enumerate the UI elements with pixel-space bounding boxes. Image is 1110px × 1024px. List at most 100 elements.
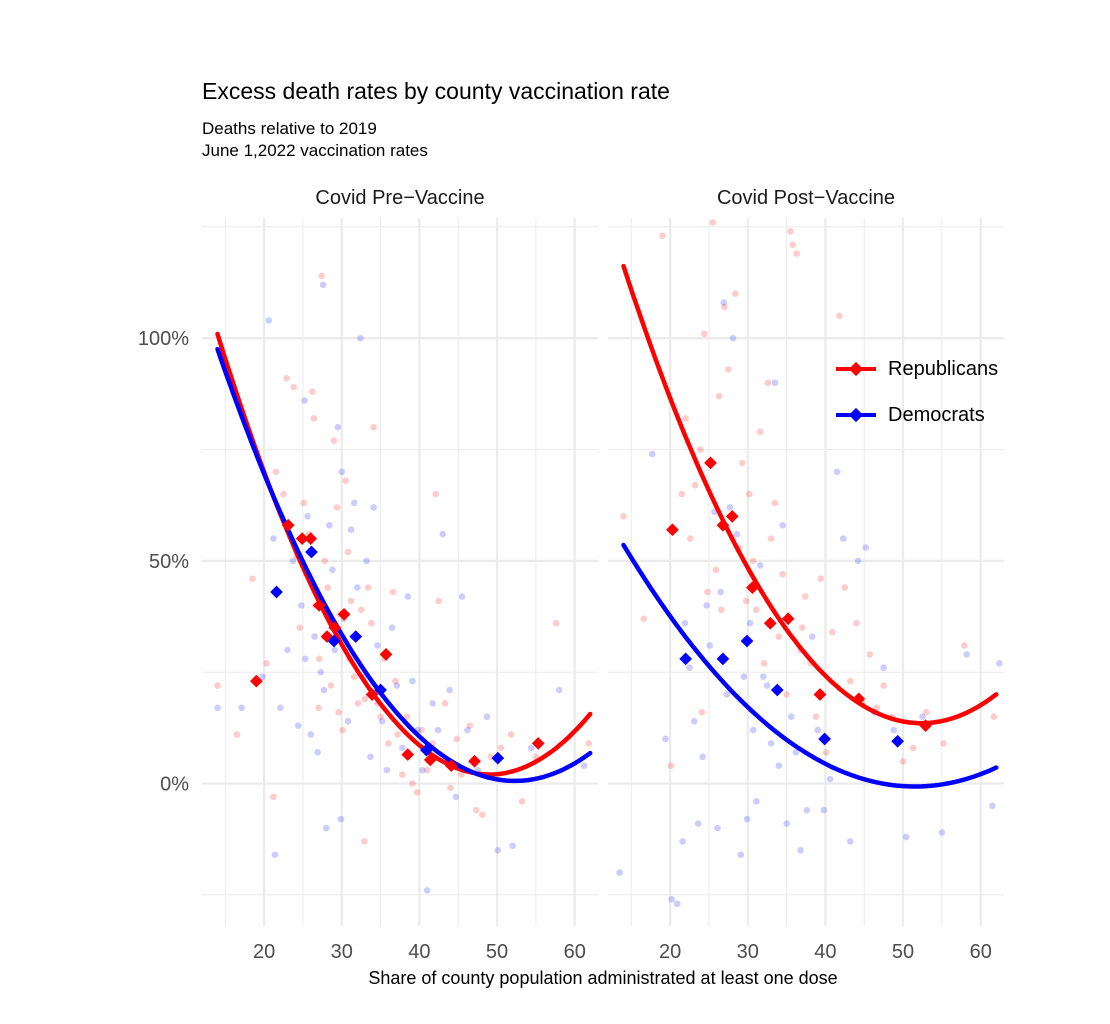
- county-point-democrats-pre: [265, 317, 273, 324]
- county-point-democrats-pre: [319, 281, 327, 289]
- county-point-republicans-pre: [394, 731, 401, 738]
- county-point-republicans-post: [923, 708, 930, 716]
- county-point-republicans-post: [746, 490, 753, 498]
- fit-curve-republicans-post: [621, 263, 999, 726]
- county-point-democrats-pre: [409, 677, 416, 685]
- county-point-democrats-post: [808, 633, 816, 640]
- county-point-republicans-pre: [385, 740, 392, 747]
- county-point-democrats-pre: [353, 584, 361, 591]
- county-point-democrats-post: [803, 806, 811, 814]
- legend: Republicans Democrats: [834, 346, 998, 438]
- county-point-democrats-pre: [344, 717, 352, 725]
- county-point-republicans-pre: [283, 375, 290, 382]
- bin-marker-democrats-pre: [491, 751, 505, 765]
- county-point-republicans-post: [712, 566, 720, 574]
- facet-label-post-vaccine: Covid Post−Vaccine: [716, 187, 896, 209]
- county-point-republicans-post: [749, 557, 757, 565]
- county-point-republicans-pre: [310, 415, 318, 422]
- county-point-republicans-pre: [423, 766, 431, 774]
- county-point-democrats-pre: [370, 504, 377, 511]
- county-point-republicans-pre: [357, 606, 365, 614]
- county-point-republicans-post: [756, 428, 764, 436]
- county-point-republicans-post: [682, 415, 689, 422]
- bin-marker-democrats-post: [716, 652, 730, 666]
- county-point-democrats-post: [797, 847, 804, 854]
- county-point-republicans-pre: [585, 740, 592, 747]
- county-point-republicans-pre: [447, 784, 454, 792]
- county-point-democrats-post: [729, 334, 737, 342]
- county-point-republicans-pre: [347, 597, 355, 605]
- x-tick-label-pre: 40: [408, 941, 430, 963]
- bin-marker-republicans-pre: [468, 754, 481, 768]
- county-point-democrats-post: [686, 664, 693, 672]
- county-point-democrats-post: [616, 869, 623, 876]
- county-point-democrats-pre: [331, 646, 339, 654]
- county-point-democrats-post: [839, 535, 847, 542]
- county-point-democrats-post: [699, 753, 707, 761]
- county-point-republicans-pre: [377, 713, 384, 721]
- county-point-democrats-post: [668, 895, 675, 903]
- legend-label-democrats: Democrats: [888, 403, 985, 426]
- county-point-democrats-pre: [301, 655, 309, 663]
- county-point-democrats-pre: [350, 499, 358, 507]
- county-point-republicans-post: [687, 535, 694, 542]
- county-point-democrats-post: [733, 530, 741, 538]
- county-point-democrats-post: [723, 691, 731, 698]
- legend-key-republicans: [836, 361, 876, 377]
- county-point-republicans-post: [789, 241, 797, 249]
- county-point-democrats-post: [706, 642, 714, 649]
- county-point-democrats-post: [779, 521, 787, 529]
- county-point-republicans-pre: [552, 619, 560, 627]
- county-point-democrats-post: [996, 659, 1003, 667]
- county-point-democrats-pre: [326, 521, 333, 529]
- county-point-democrats-post: [648, 450, 656, 458]
- chart-subtitle-line-2: June 1,2022 vaccination rates: [202, 141, 428, 160]
- county-point-republicans-pre: [364, 584, 372, 591]
- county-point-republicans-post: [899, 757, 907, 765]
- fit-curve-republicans-pre: [215, 331, 593, 777]
- county-point-republicans-post: [801, 593, 809, 600]
- bin-marker-republicans-pre: [337, 607, 351, 621]
- county-point-republicans-post: [659, 232, 666, 240]
- county-point-democrats-pre: [294, 722, 302, 729]
- county-point-republicans-post: [640, 615, 648, 623]
- county-point-republicans-post: [721, 303, 728, 311]
- county-point-republicans-pre: [432, 490, 440, 498]
- bin-marker-democrats-pre: [270, 585, 283, 599]
- county-point-democrats-post: [694, 820, 702, 827]
- county-point-democrats-post: [846, 838, 854, 845]
- county-point-democrats-pre: [367, 753, 374, 761]
- bin-marker-democrats-post: [818, 732, 831, 746]
- county-point-democrats-pre: [446, 686, 453, 694]
- county-point-democrats-post: [820, 806, 828, 814]
- county-point-democrats-pre: [378, 717, 386, 725]
- county-point-democrats-pre: [317, 668, 325, 676]
- county-point-republicans-post: [667, 762, 675, 769]
- county-point-republicans-post: [836, 312, 843, 320]
- county-point-republicans-post: [961, 642, 968, 649]
- county-point-democrats-post: [746, 619, 754, 627]
- county-point-democrats-post: [767, 740, 775, 747]
- x-tick-label-pre: 50: [486, 941, 508, 963]
- county-point-republicans-post: [829, 628, 836, 636]
- county-point-republicans-pre: [350, 673, 358, 680]
- legend-label-republicans: Republicans: [888, 357, 999, 380]
- county-point-democrats-post: [826, 775, 834, 783]
- county-point-republicans-pre: [518, 798, 526, 805]
- county-point-republicans-pre: [280, 490, 287, 498]
- county-point-democrats-post: [833, 468, 841, 476]
- county-point-democrats-pre: [314, 749, 321, 756]
- county-point-democrats-post: [703, 602, 710, 609]
- bin-marker-republicans-post: [704, 456, 717, 470]
- county-point-democrats-post: [814, 726, 821, 734]
- county-point-democrats-post: [737, 851, 745, 859]
- county-point-republicans-pre: [290, 383, 297, 391]
- county-point-republicans-post: [715, 392, 723, 400]
- county-point-democrats-pre: [434, 726, 442, 734]
- county-point-democrats-pre: [458, 593, 466, 600]
- county-point-democrats-pre: [289, 557, 297, 565]
- county-point-democrats-pre: [304, 513, 311, 520]
- county-point-democrats-post: [756, 562, 764, 569]
- county-point-republicans-post: [732, 290, 739, 297]
- chart-subtitle-line-1: Deaths relative to 2019: [202, 119, 377, 138]
